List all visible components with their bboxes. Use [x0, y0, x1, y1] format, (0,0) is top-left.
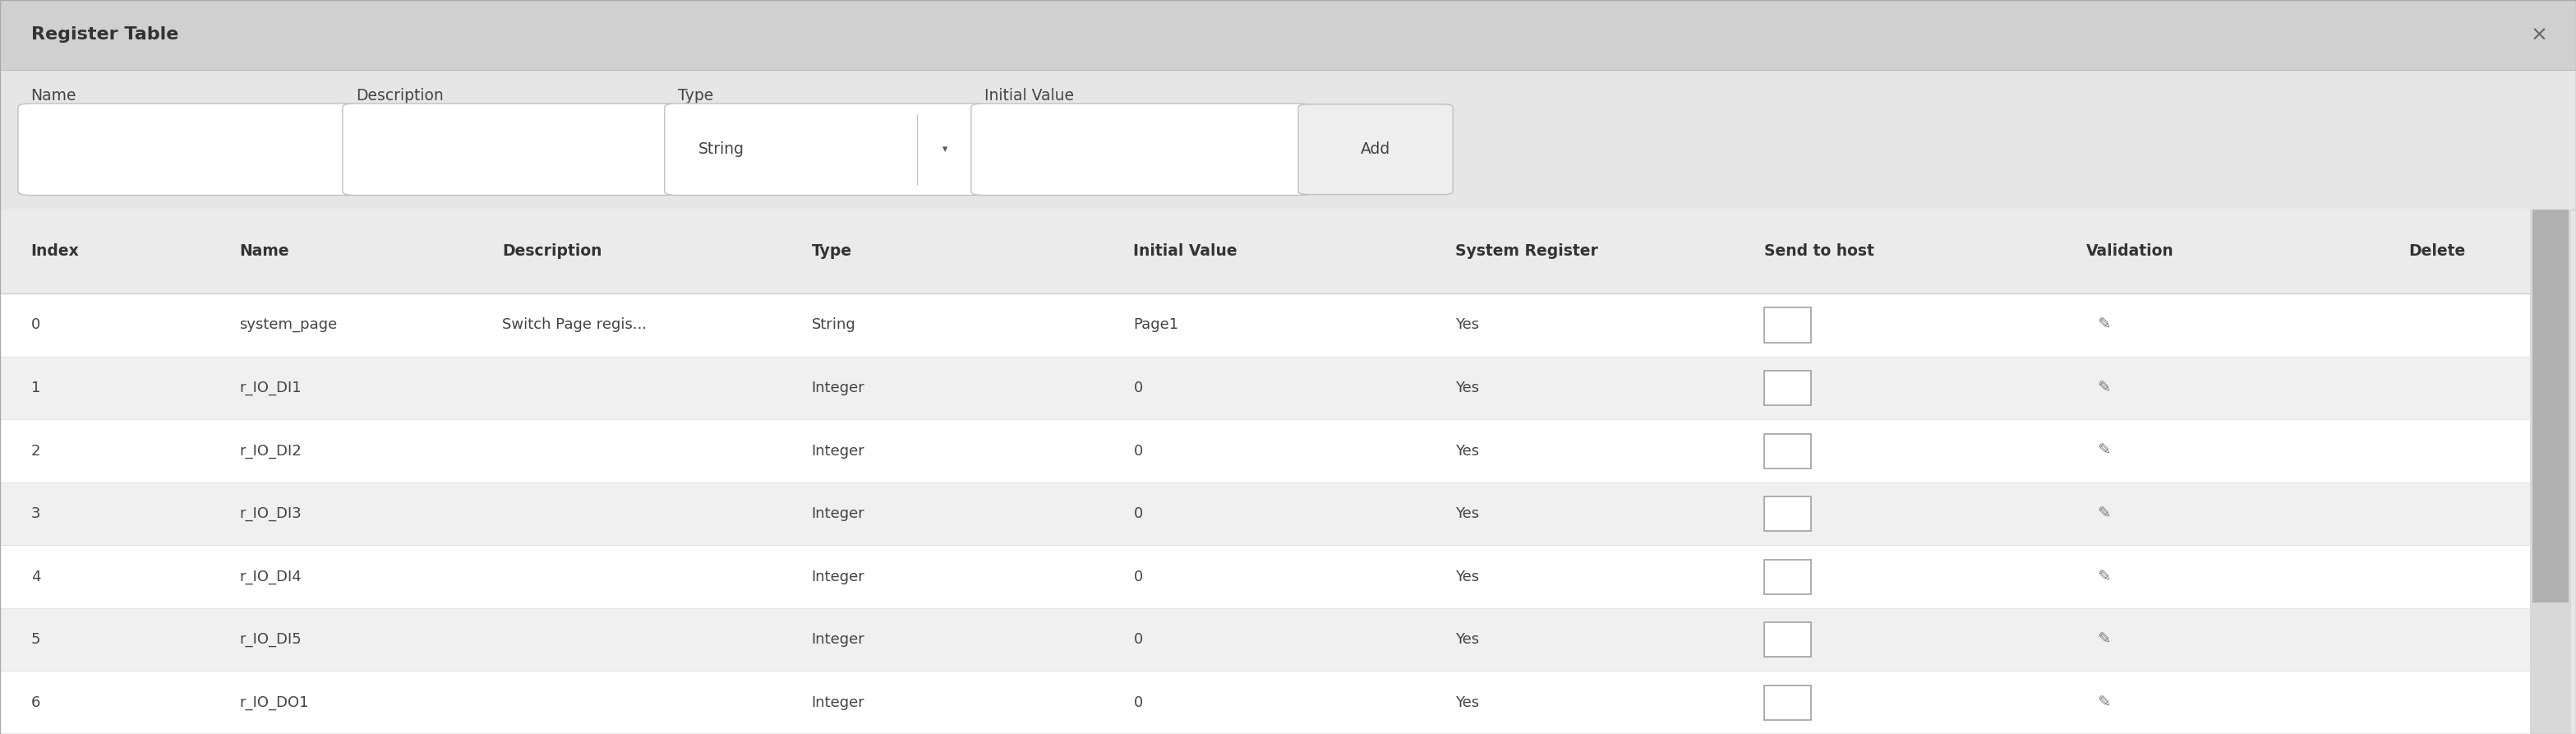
- FancyBboxPatch shape: [1765, 434, 1811, 468]
- FancyBboxPatch shape: [0, 671, 2530, 734]
- Text: Yes: Yes: [1455, 380, 1479, 396]
- Text: System Register: System Register: [1455, 244, 1597, 259]
- Text: Name: Name: [240, 244, 289, 259]
- Text: Description: Description: [502, 244, 603, 259]
- Text: Index: Index: [31, 244, 80, 259]
- Text: Yes: Yes: [1455, 506, 1479, 521]
- FancyBboxPatch shape: [343, 103, 680, 195]
- Text: ✎: ✎: [2097, 380, 2110, 396]
- Text: ✎: ✎: [2097, 317, 2110, 333]
- Text: Integer: Integer: [811, 695, 866, 710]
- FancyBboxPatch shape: [0, 608, 2530, 671]
- Text: Yes: Yes: [1455, 695, 1479, 710]
- FancyBboxPatch shape: [971, 103, 1311, 195]
- Text: system_page: system_page: [240, 318, 337, 333]
- Text: Name: Name: [31, 88, 77, 103]
- Text: ✎: ✎: [2097, 632, 2110, 647]
- FancyBboxPatch shape: [0, 209, 2530, 734]
- FancyBboxPatch shape: [665, 103, 987, 195]
- Text: Yes: Yes: [1455, 318, 1479, 333]
- Text: Register Table: Register Table: [31, 26, 178, 43]
- FancyBboxPatch shape: [1765, 686, 1811, 720]
- Text: Add: Add: [1360, 142, 1391, 157]
- Text: 0: 0: [1133, 632, 1144, 647]
- FancyBboxPatch shape: [0, 482, 2530, 545]
- Text: 1: 1: [31, 380, 41, 396]
- FancyBboxPatch shape: [1765, 622, 1811, 657]
- Text: Validation: Validation: [2087, 244, 2174, 259]
- Text: r_IO_DO1: r_IO_DO1: [240, 695, 309, 710]
- FancyBboxPatch shape: [0, 294, 2530, 357]
- Text: 0: 0: [1133, 506, 1144, 521]
- Text: 0: 0: [31, 318, 41, 333]
- Text: 5: 5: [31, 632, 41, 647]
- Text: Switch Page regis...: Switch Page regis...: [502, 318, 647, 333]
- FancyBboxPatch shape: [1765, 308, 1811, 342]
- Text: 0: 0: [1133, 570, 1144, 584]
- Text: Integer: Integer: [811, 380, 866, 396]
- Text: Yes: Yes: [1455, 443, 1479, 458]
- FancyBboxPatch shape: [0, 419, 2530, 482]
- FancyBboxPatch shape: [1765, 371, 1811, 405]
- Text: ✎: ✎: [2097, 569, 2110, 584]
- Text: String: String: [698, 142, 744, 157]
- Text: 3: 3: [31, 506, 41, 521]
- Text: Page1: Page1: [1133, 318, 1180, 333]
- FancyBboxPatch shape: [18, 103, 358, 195]
- Text: 0: 0: [1133, 443, 1144, 458]
- Text: Initial Value: Initial Value: [1133, 244, 1236, 259]
- Text: 2: 2: [31, 443, 41, 458]
- Text: Yes: Yes: [1455, 632, 1479, 647]
- Text: Integer: Integer: [811, 443, 866, 458]
- Text: 0: 0: [1133, 380, 1144, 396]
- Text: ✎: ✎: [2097, 506, 2110, 522]
- FancyBboxPatch shape: [2530, 209, 2571, 734]
- FancyBboxPatch shape: [0, 357, 2530, 419]
- Text: Integer: Integer: [811, 506, 866, 521]
- FancyBboxPatch shape: [2532, 209, 2568, 603]
- Text: Type: Type: [811, 244, 853, 259]
- Text: String: String: [811, 318, 855, 333]
- Text: Integer: Integer: [811, 570, 866, 584]
- Text: r_IO_DI3: r_IO_DI3: [240, 506, 301, 521]
- Text: ×: ×: [2530, 25, 2548, 45]
- Text: Yes: Yes: [1455, 570, 1479, 584]
- Text: Type: Type: [677, 88, 714, 103]
- FancyBboxPatch shape: [0, 209, 2530, 294]
- Text: Description: Description: [355, 88, 443, 103]
- Text: Initial Value: Initial Value: [984, 88, 1074, 103]
- Text: ✎: ✎: [2097, 443, 2110, 459]
- Text: Integer: Integer: [811, 632, 866, 647]
- FancyBboxPatch shape: [0, 545, 2530, 608]
- Text: ▾: ▾: [943, 144, 948, 155]
- Text: 4: 4: [31, 570, 41, 584]
- FancyBboxPatch shape: [1298, 104, 1453, 195]
- Text: 6: 6: [31, 695, 41, 710]
- Text: Send to host: Send to host: [1765, 244, 1875, 259]
- Text: r_IO_DI5: r_IO_DI5: [240, 632, 301, 647]
- Text: r_IO_DI4: r_IO_DI4: [240, 570, 301, 584]
- FancyBboxPatch shape: [0, 0, 2576, 70]
- FancyBboxPatch shape: [1765, 559, 1811, 594]
- Text: ✎: ✎: [2097, 695, 2110, 711]
- FancyBboxPatch shape: [1765, 496, 1811, 531]
- Text: Delete: Delete: [2409, 244, 2465, 259]
- Text: 0: 0: [1133, 695, 1144, 710]
- Text: r_IO_DI2: r_IO_DI2: [240, 443, 301, 458]
- Text: r_IO_DI1: r_IO_DI1: [240, 380, 301, 396]
